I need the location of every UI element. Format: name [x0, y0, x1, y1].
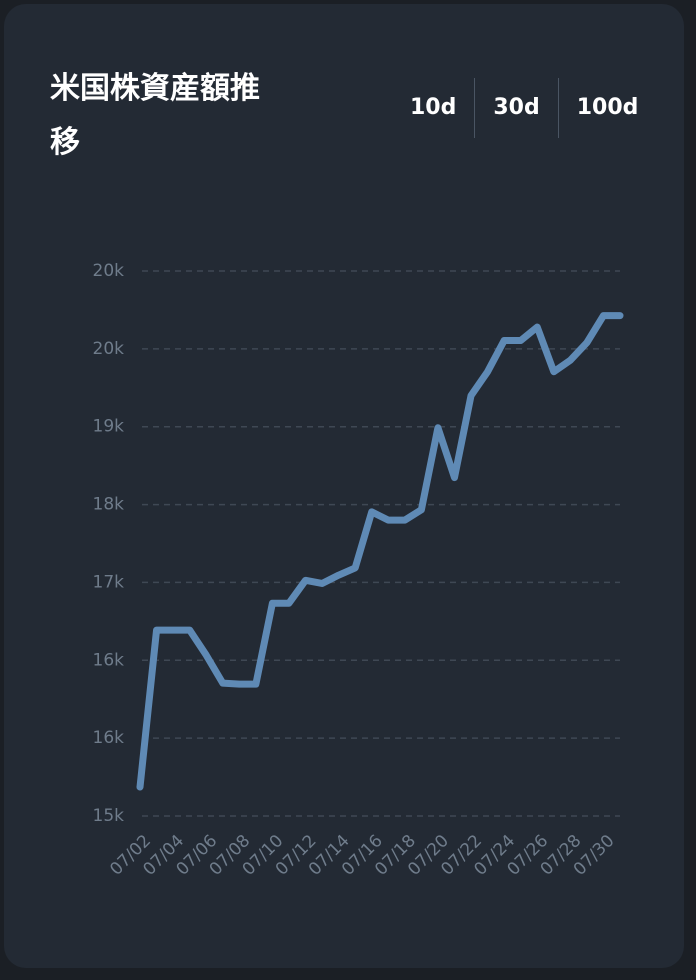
line [136, 312, 624, 791]
y-tick-label: 17k [93, 572, 125, 592]
tab[interactable]: 100d [557, 78, 657, 138]
tab[interactable]: 30d [474, 78, 557, 138]
y-tick-label: 16k [93, 650, 125, 670]
range-tabs: 10d 30d 100d [392, 78, 656, 138]
card: 米国株資産額推移 10d 30d 100d 15k 16k 16k 17k 18k 19k… [4, 4, 684, 968]
title: 米国株資産額推移 [50, 71, 260, 160]
y-tick-label: 15k [93, 806, 125, 826]
y-tick-label: 16k [93, 728, 125, 748]
y-tick-label: 18k [93, 495, 125, 515]
y-tick-label: 19k [93, 417, 125, 437]
y-tick-label: 20k [93, 339, 125, 359]
y-tick-label: 20k [93, 261, 125, 281]
chart: 15k16k16k17k18k19k20k20k07/0207/0407/060… [93, 261, 624, 880]
tab[interactable]: 10d [410, 95, 457, 120]
